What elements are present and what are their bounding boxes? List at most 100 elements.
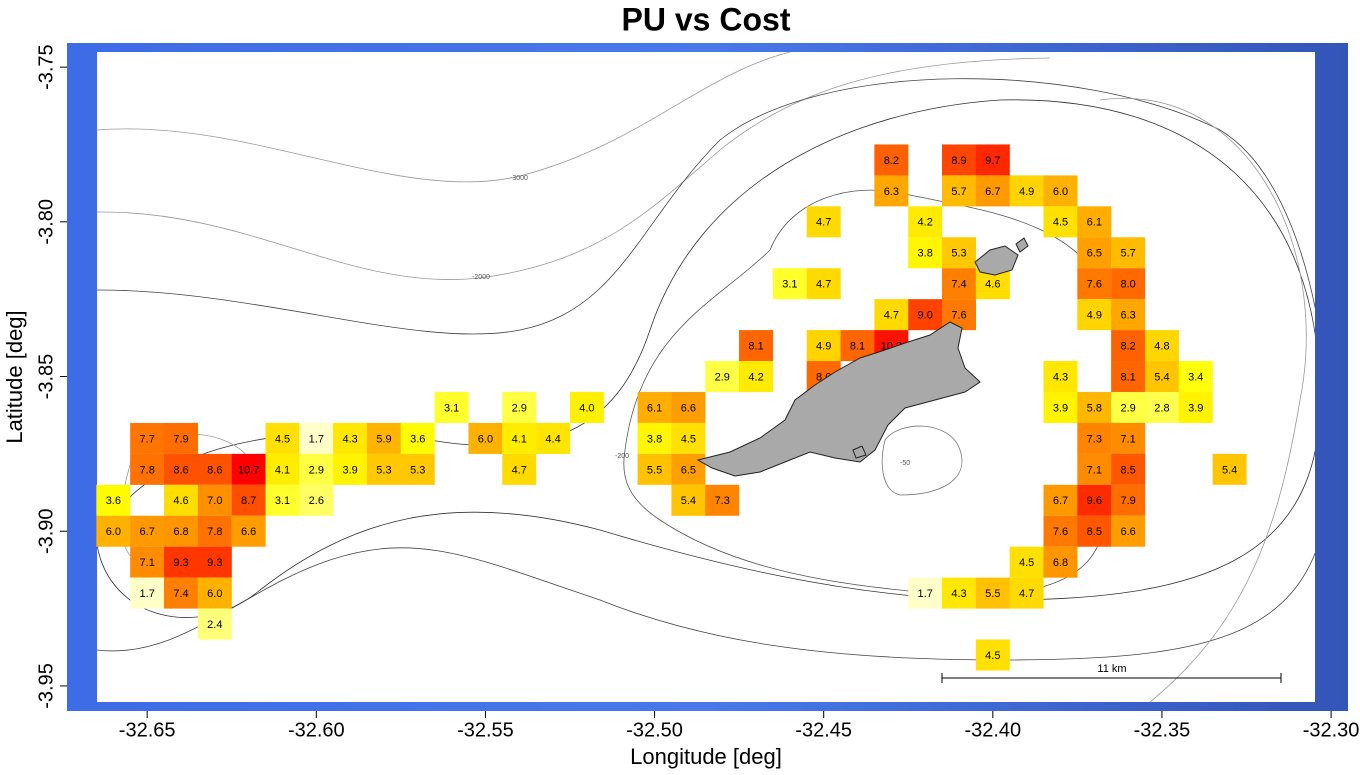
x-tick-label: -32.60 [288, 719, 345, 741]
cost-cell [772, 268, 807, 300]
cost-cell [1009, 175, 1044, 207]
island [696, 237, 1029, 477]
cell-label: 6.8 [1053, 557, 1068, 569]
cell-label: 7.1 [1087, 464, 1102, 476]
cell-label: 3.1 [275, 495, 290, 507]
cell-label: 7.3 [1087, 433, 1102, 445]
cell-label: 10.7 [238, 464, 259, 476]
cost-cell [1111, 361, 1146, 393]
cost-cell [908, 577, 943, 609]
cell-label: 6.6 [241, 526, 256, 538]
cost-cell [874, 299, 909, 331]
islet [974, 245, 1019, 276]
cost-cell [1077, 484, 1112, 516]
cost-cell [671, 484, 706, 516]
contour-line [1099, 98, 1307, 702]
cell-label: 3.1 [444, 402, 459, 414]
cell-label: 7.6 [1087, 279, 1102, 291]
y-tick-label: -3.80 [35, 199, 57, 245]
cell-label: 4.4 [545, 433, 560, 445]
chart-title: PU vs Cost [622, 1, 791, 37]
cell-label: 4.8 [1154, 341, 1169, 353]
scale-bar: 11 km [941, 663, 1282, 683]
cost-cell [400, 422, 435, 454]
cost-cell [265, 484, 300, 516]
cell-label: 6.7 [1053, 495, 1068, 507]
y-axis-label: Latitude [deg] [2, 310, 27, 443]
cost-cell [1077, 515, 1112, 547]
cell-label: 8.7 [241, 495, 256, 507]
cost-cell [1043, 515, 1078, 547]
cell-label: 3.8 [918, 248, 933, 260]
cost-cell [671, 391, 706, 423]
x-tick-label: -32.50 [626, 719, 683, 741]
cost-cell [1178, 361, 1213, 393]
cost-cell [908, 206, 943, 238]
cell-label: 4.3 [1053, 371, 1068, 383]
cost-cell [366, 422, 401, 454]
cell-label: 4.6 [173, 495, 188, 507]
cell-label: 7.9 [1120, 495, 1135, 507]
cell-label: 4.9 [1087, 310, 1102, 322]
cost-cell [163, 515, 198, 547]
cell-label: 8.1 [748, 341, 763, 353]
contour-line [881, 425, 963, 496]
cell-label: 5.3 [951, 248, 966, 260]
cost-cell [1111, 299, 1146, 331]
cell-label: 6.5 [681, 464, 696, 476]
cost-cell [468, 422, 503, 454]
contour-line [97, 78, 1315, 661]
cost-cell [197, 577, 232, 609]
cell-label: 2.9 [512, 402, 527, 414]
cost-cell [197, 515, 232, 547]
cell-label: 9.3 [207, 557, 222, 569]
cost-cell [231, 453, 266, 485]
islet [1015, 237, 1029, 253]
cell-label: 5.8 [1087, 402, 1102, 414]
cell-layer: 8.2 8.9 9.7 6.3 5.7 6.7 4.9 6.0 4.7 4.2 4.5 6.1 3.8 5… [96, 144, 1247, 671]
cell-label: 7.0 [207, 495, 222, 507]
y-tick-label: -3.75 [35, 44, 57, 90]
cell-label: 4.1 [512, 433, 527, 445]
contour-label: -2000 [472, 274, 490, 281]
cost-cell [536, 422, 571, 454]
cost-cell [1043, 361, 1078, 393]
cost-cell [1043, 391, 1078, 423]
cell-label: 1.7 [140, 588, 155, 600]
cost-cell [739, 361, 774, 393]
cost-cell [1111, 515, 1146, 547]
cell-label: 7.7 [140, 433, 155, 445]
cell-label: 2.9 [309, 464, 324, 476]
cell-label: 9.0 [918, 310, 933, 322]
cost-cell [434, 391, 469, 423]
cell-label: 6.0 [106, 526, 121, 538]
cost-cell [1077, 299, 1112, 331]
cell-label: 3.9 [1053, 402, 1068, 414]
cell-label: 8.6 [207, 464, 222, 476]
cell-label: 6.6 [1120, 526, 1135, 538]
cell-label: 8.1 [1120, 371, 1135, 383]
cell-label: 4.9 [816, 341, 831, 353]
cell-label: 3.6 [106, 495, 121, 507]
x-tick-label: -32.35 [1134, 719, 1191, 741]
cost-cell [265, 422, 300, 454]
cost-cell [400, 453, 435, 485]
cost-cell [908, 299, 943, 331]
cell-label: 7.8 [140, 464, 155, 476]
cost-cell [637, 422, 672, 454]
cost-cell [163, 577, 198, 609]
cell-label: 3.8 [647, 433, 662, 445]
cost-cell [502, 422, 537, 454]
cell-label: 4.5 [1019, 557, 1034, 569]
cost-cell [231, 484, 266, 516]
cost-cell [299, 484, 334, 516]
cost-cell [975, 639, 1010, 671]
cost-cell [333, 422, 368, 454]
cost-cell [333, 453, 368, 485]
island-shape [696, 321, 981, 477]
cost-cell [705, 361, 740, 393]
cell-label: 5.5 [647, 464, 662, 476]
cost-cell [1144, 361, 1179, 393]
